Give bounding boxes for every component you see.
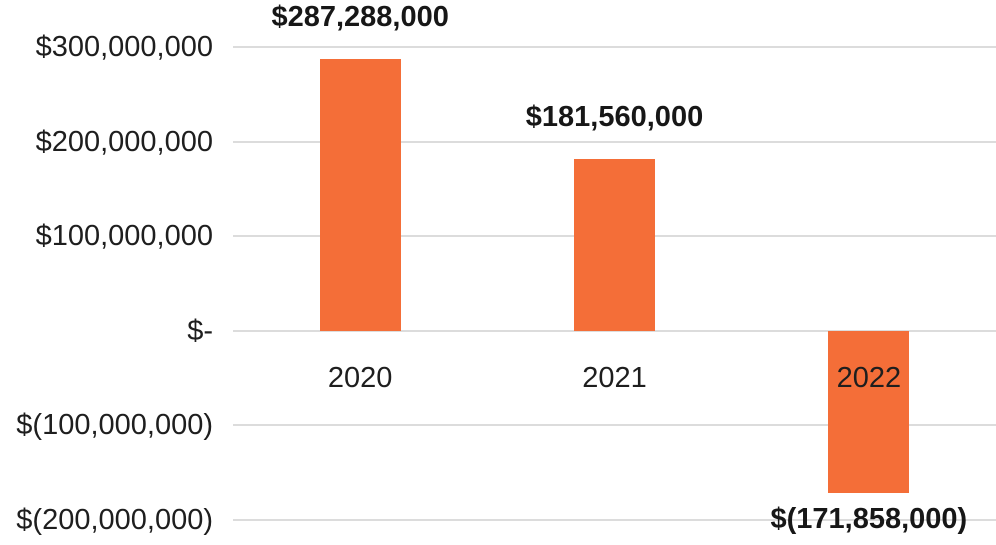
y-tick-label-5: $(200,000,000)	[16, 504, 213, 536]
gridline-3	[233, 329, 996, 332]
y-tick-label-0: $300,000,000	[35, 31, 213, 63]
y-tick-label-2: $100,000,000	[35, 220, 213, 253]
category-label-2022: 2022	[836, 361, 902, 394]
bar-2021	[574, 159, 655, 331]
y-tick-label-3: $-	[187, 314, 213, 347]
bar-2022	[828, 330, 910, 494]
gridline-4	[233, 424, 996, 427]
bar-2020	[319, 59, 401, 331]
gridline-1	[233, 140, 996, 143]
gridline-0	[233, 46, 996, 48]
data-label-2021: $181,560,000	[525, 101, 704, 134]
category-label-2021: 2021	[582, 361, 647, 394]
data-label-2020: $287,288,000	[271, 1, 449, 34]
y-tick-label-1: $200,000,000	[35, 125, 213, 158]
category-label-2020: 2020	[327, 361, 393, 394]
y-tick-label-4: $(100,000,000)	[16, 409, 213, 442]
gridline-5	[233, 519, 996, 521]
data-label-2022: $(171,858,000)	[770, 503, 968, 536]
